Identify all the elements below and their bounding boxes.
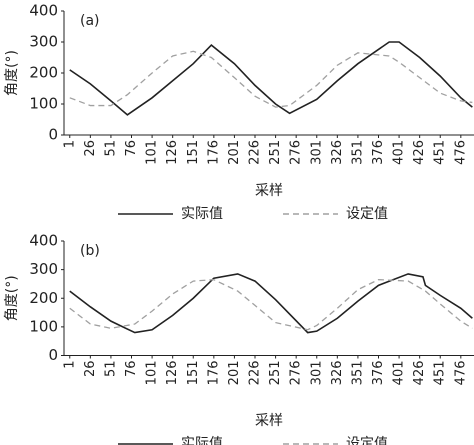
x-tick-label: 76 [124, 140, 139, 157]
x-tick-label: 151 [186, 361, 201, 386]
x-tick-label: 126 [165, 361, 180, 386]
x-tick-label: 176 [206, 361, 221, 386]
series-line [69, 50, 473, 108]
y-tick-label: 400 [29, 232, 58, 250]
x-tick-label: 276 [289, 361, 304, 386]
x-tick-label: 276 [289, 140, 304, 165]
panel-label: (b) [80, 243, 100, 259]
x-tick-label: 401 [392, 361, 407, 386]
y-tick-label: 200 [29, 64, 58, 82]
series-line [69, 273, 473, 334]
x-tick-label: 1 [62, 361, 77, 369]
x-tick-label: 351 [350, 140, 365, 165]
x-tick-label: 476 [453, 361, 468, 386]
x-tick-label: 126 [165, 140, 180, 165]
x-tick-label: 226 [248, 140, 263, 165]
x-tick-label: 51 [103, 361, 118, 378]
x-tick-label: 451 [433, 361, 448, 386]
x-tick-label: 26 [83, 140, 98, 157]
y-tick-label: 300 [29, 33, 58, 51]
x-tick-label: 226 [248, 361, 263, 386]
x-tick-label: 351 [350, 361, 365, 386]
x-tick-label: 251 [268, 140, 283, 165]
y-tick-label: 0 [48, 346, 58, 364]
x-tick-label: 426 [412, 361, 427, 386]
x-tick-label: 451 [433, 140, 448, 165]
series-line [69, 41, 473, 116]
x-tick-label: 301 [309, 140, 324, 165]
x-tick-label: 426 [412, 140, 427, 165]
x-tick-label: 476 [453, 140, 468, 165]
x-tick-label: 401 [392, 140, 407, 165]
panel-label: (a) [80, 13, 100, 29]
x-axis-label: 采样 [255, 183, 283, 199]
x-tick-label: 1 [62, 140, 77, 148]
x-tick-label: 376 [371, 361, 386, 386]
y-tick-label: 300 [29, 260, 58, 278]
legend-label: 实际值 [181, 206, 223, 222]
x-tick-label: 101 [145, 140, 160, 165]
y-tick-label: 200 [29, 289, 58, 307]
y-tick-label: 100 [29, 95, 58, 113]
x-tick-label: 76 [124, 361, 139, 378]
legend-label: 实际值 [181, 436, 223, 445]
y-axis-label: 角度(°) [4, 50, 20, 96]
x-tick-label: 251 [268, 361, 283, 386]
x-tick-label: 101 [145, 361, 160, 386]
y-axis-label: 角度(°) [4, 275, 20, 321]
x-tick-label: 201 [227, 140, 242, 165]
legend-label: 设定值 [346, 436, 388, 445]
x-tick-label: 151 [186, 140, 201, 165]
x-axis-label: 采样 [255, 413, 283, 429]
x-tick-label: 201 [227, 361, 242, 386]
x-tick-label: 326 [330, 140, 345, 165]
y-tick-label: 100 [29, 317, 58, 335]
x-tick-label: 376 [371, 140, 386, 165]
x-tick-label: 176 [206, 140, 221, 165]
series-line [69, 278, 473, 331]
x-tick-label: 26 [83, 361, 98, 378]
x-tick-label: 51 [103, 140, 118, 157]
legend-label: 设定值 [346, 206, 388, 222]
y-tick-label: 0 [48, 126, 58, 144]
y-tick-label: 400 [29, 2, 58, 20]
x-tick-label: 326 [330, 361, 345, 386]
x-tick-label: 301 [309, 361, 324, 386]
